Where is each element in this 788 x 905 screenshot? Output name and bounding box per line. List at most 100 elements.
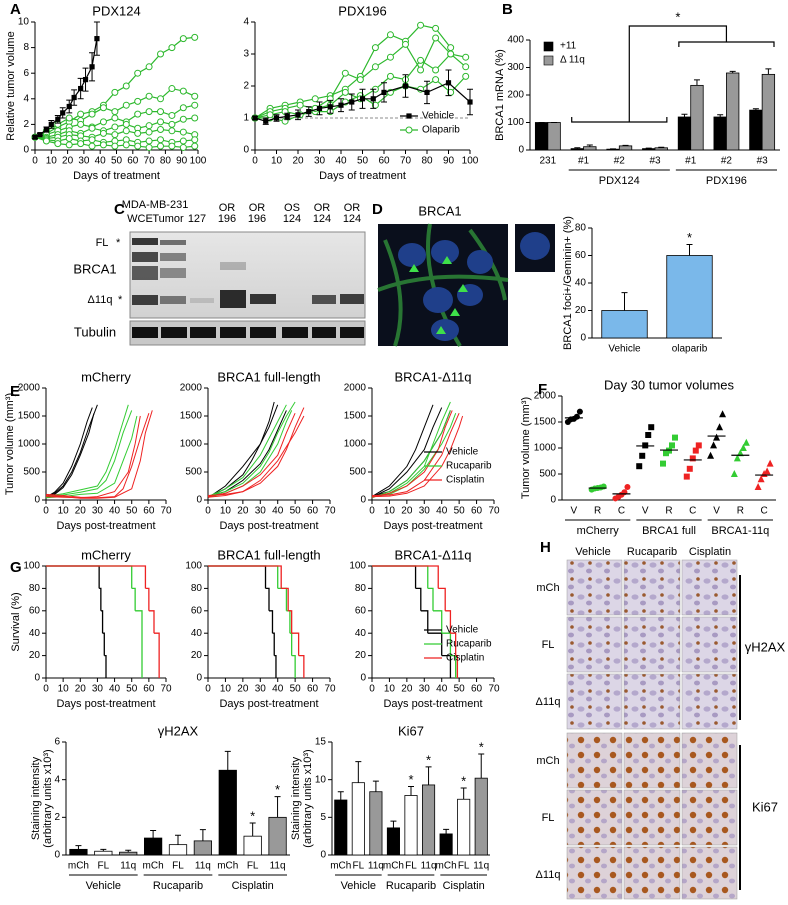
marker [710,441,717,448]
bar [194,841,211,855]
marker [295,112,300,117]
x-tick-label: mCh [68,861,89,872]
x-tick-label: 0 [43,684,49,695]
y-tick-label: 2000 [18,383,41,394]
legend-label: Rucaparib [446,461,492,472]
y-tick-label: 0 [54,850,60,861]
panel-label: A [10,1,21,18]
bar [691,85,704,150]
series-line [372,410,450,497]
marker [135,143,141,149]
marker [100,130,106,136]
column-header: Rucaparib [627,546,677,558]
column-header: Cisplatin [689,546,731,558]
x-tick-label: FL [458,861,470,872]
marker [192,143,198,149]
marker [713,434,720,441]
y-tick-label: 500 [349,467,366,478]
x-tick-label: 20 [401,506,413,517]
y-tick-label: 2 [243,81,249,92]
y-tick-label: 1000 [18,439,41,450]
marker [687,466,693,472]
x-tick-label: 50 [357,156,369,167]
marker [342,89,348,95]
y-tick-label: 1500 [18,411,41,422]
y-tick-label: 1500 [180,411,203,422]
chart-title: PDX124 [92,3,140,18]
marker [639,453,645,459]
marker-star: * [118,294,123,306]
survival-step [292,633,299,655]
marker [274,115,279,120]
y-axis-label: Staining intensity [290,756,302,840]
x-tick-label: mCh [383,861,404,872]
marker [135,98,141,104]
marker [381,90,386,95]
group-label: BRCA1-11q [711,525,769,537]
survival-step [149,611,154,633]
x-tick-label: 10 [384,684,396,695]
survival-step [145,588,148,610]
marker [180,129,186,135]
survival-step [272,633,274,655]
error-bar [200,830,206,841]
bar [643,149,656,150]
marker [418,22,424,28]
significance: * [461,773,466,788]
y-tick-label: 100 [349,561,366,572]
marker [371,96,376,101]
y-tick-label: 0 [518,145,524,156]
y-tick-label: 0 [243,145,249,156]
significance: * [426,752,431,767]
x-tick-label: 10 [384,506,396,517]
marker [169,143,175,149]
x-tick-label: 30 [314,156,326,167]
marker [135,130,141,136]
marker [158,96,164,102]
group-label: Rucaparib [386,880,436,892]
y-tick-label: 0 [550,495,556,506]
error-bar [478,754,484,778]
x-tick-label: 10 [58,506,70,517]
marker [37,132,42,137]
marker [433,25,439,31]
marker [180,116,186,122]
error-bar [225,751,231,770]
chart-title: γH2AX [158,723,199,738]
marker [297,102,303,108]
x-axis-label: Days post-treatment [383,520,482,532]
marker [123,121,129,127]
y-tick-label: 0 [34,495,40,506]
inset-nucleus [520,232,550,260]
column-header: Vehicle [575,546,610,558]
row-label: Δ11q [536,696,561,708]
x-tick-label: 70 [144,156,156,167]
panel-label: C [114,201,125,218]
y-tick-label: 0 [34,673,40,684]
bar [602,311,648,339]
x-tick-label: 40 [436,506,448,517]
series-line [372,413,456,496]
survival-step [208,566,281,588]
marker [192,137,198,143]
marker [672,435,678,441]
series-line [46,405,128,496]
lane-label: Tumor [152,213,184,225]
marker [83,77,88,82]
y-axis-label: BRCA1 mRNA (%) [494,49,506,141]
y-tick-label: 4 [54,774,60,785]
x-tick-label: 30 [92,506,104,517]
bar [95,851,112,855]
x-axis-label: Days post-treatment [383,698,482,710]
row-label: FL [96,237,109,249]
legend-label: Vehicle [422,111,455,122]
marker [89,64,94,69]
y-tick-label: 60 [575,250,587,261]
marker [731,470,738,477]
significance: * [479,739,484,754]
y-tick-label: 40 [29,628,41,639]
x-tick-label: 70 [160,684,172,695]
marker [707,452,714,459]
survival-step [372,566,428,588]
